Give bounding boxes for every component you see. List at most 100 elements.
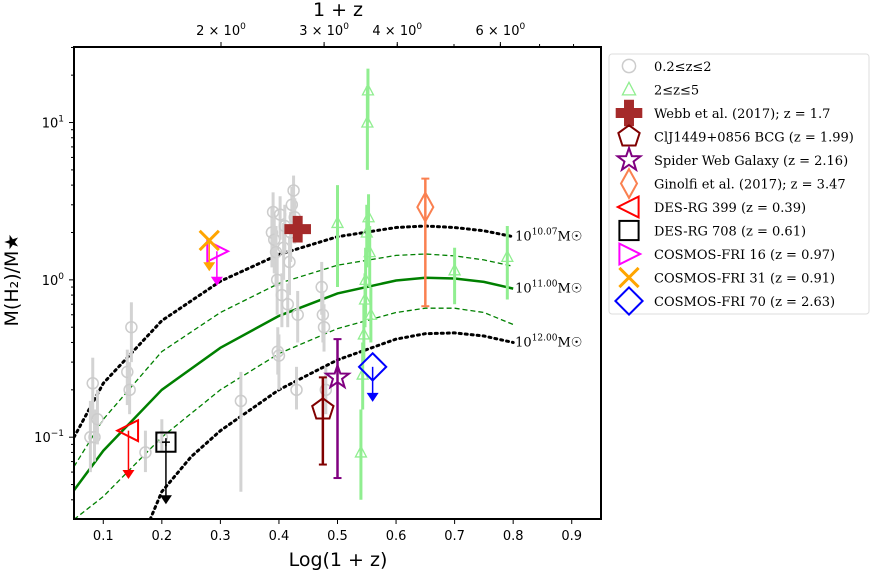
high-z-point <box>330 215 345 229</box>
legend-marker <box>618 266 640 289</box>
y-tick-label: 100 <box>42 272 65 289</box>
y-axis-title: M(H₂)/M★ <box>1 234 23 327</box>
model-curve-label-base: 10 <box>515 282 532 297</box>
legend-marker-shape <box>614 144 644 173</box>
special-source-point <box>323 362 352 390</box>
low-z-point-shape <box>290 383 303 397</box>
high-z-point <box>357 327 371 340</box>
special-source-point <box>198 229 220 252</box>
special-source-point-shape <box>357 351 388 382</box>
top-tick-label-base: 6 × 10 <box>476 24 520 39</box>
x-tick-label: 0.3 <box>210 529 231 544</box>
model-curve <box>74 276 514 491</box>
special-source-point-shape <box>206 239 231 264</box>
low-z-point <box>88 430 101 444</box>
low-z-point <box>291 308 304 322</box>
legend-marker <box>618 241 643 267</box>
high-z-point-shape <box>354 445 368 458</box>
low-z-point <box>287 184 300 197</box>
legend-marker-shape <box>621 58 637 74</box>
top-tick-label: 4 × 100 <box>372 22 422 39</box>
high-z-point <box>361 83 375 96</box>
top-tick-label: 2 × 100 <box>196 22 246 39</box>
top-tick-label-base: 3 × 10 <box>299 24 343 39</box>
low-z-point-shape <box>139 446 152 459</box>
special-source-point <box>357 351 388 382</box>
low-z-point-shape <box>285 198 299 212</box>
special-source-point-shape <box>198 229 220 252</box>
low-z-point <box>121 365 134 379</box>
low-z-point <box>234 394 248 408</box>
legend-marker-shape <box>621 80 637 96</box>
low-z-point <box>139 446 152 459</box>
model-curve-label: 1012.00M☉ <box>515 333 582 350</box>
x-tick-label: 0.7 <box>444 529 465 544</box>
low-z-point-shape <box>88 430 101 444</box>
low-z-point-shape <box>287 184 300 197</box>
model-curve-label-unit: M☉ <box>557 335 582 350</box>
special-source-point <box>206 239 231 264</box>
legend-label: 2≤z≤5 <box>654 84 699 99</box>
y-tick-label: 10−1 <box>34 429 64 446</box>
special-source-point <box>416 190 435 224</box>
legend-marker <box>613 285 645 317</box>
high-z-point-shape <box>361 209 376 223</box>
low-z-point-shape <box>317 320 331 334</box>
low-z-point-shape <box>319 383 333 397</box>
low-z-point <box>281 297 294 311</box>
legend-marker-shape <box>615 99 643 127</box>
top-tick-label: 6 × 100 <box>476 22 526 39</box>
model-curve <box>74 253 514 467</box>
special-source-point <box>284 215 311 243</box>
top-tick-label-sup: 0 <box>343 22 349 32</box>
legend-marker-shape <box>613 285 645 317</box>
high-z-point <box>500 249 514 263</box>
low-z-point <box>123 383 136 397</box>
high-z-point <box>361 209 376 223</box>
special-source-point-limit-arrow-head <box>159 495 172 505</box>
low-z-point-shape <box>125 320 138 334</box>
y-tick-label-base: 10 <box>42 274 59 289</box>
high-z-point <box>354 445 368 458</box>
low-z-point-shape <box>121 365 134 379</box>
low-z-point-shape <box>281 297 294 311</box>
x-tick-label: 0.1 <box>93 529 114 544</box>
y-tick-label: 101 <box>42 115 64 132</box>
legend-label: DES-RG 399 (z = 0.39) <box>654 201 806 216</box>
low-z-point <box>86 377 99 390</box>
model-curve-label: 1011.00M☉ <box>515 280 582 297</box>
low-z-point <box>290 383 303 397</box>
x-tick-label: 0.8 <box>503 529 524 544</box>
low-z-point-shape <box>91 413 104 426</box>
y-tick-label-sup: −1 <box>51 429 64 439</box>
special-source-point-limit-arrow-head <box>122 470 135 480</box>
model-curve-label-sup: 11.00 <box>532 280 558 290</box>
top-tick-label-sup: 0 <box>519 22 525 32</box>
legend-marker <box>621 58 637 74</box>
legend-marker <box>621 80 637 96</box>
legend-label: COSMOS-FRI 31 (z = 0.91) <box>654 272 835 287</box>
legend-marker-shape <box>615 194 640 220</box>
low-z-point <box>125 320 138 334</box>
high-z-point-shape <box>448 262 462 276</box>
legend-marker <box>619 167 639 200</box>
x-tick-label: 0.4 <box>269 529 290 544</box>
low-z-point <box>285 198 299 212</box>
high-z-point <box>364 307 378 320</box>
top-tick-label-base: 2 × 10 <box>196 24 240 39</box>
model-curve-label-base: 10 <box>515 335 532 350</box>
high-z-point-shape <box>364 307 378 320</box>
high-z-point-shape <box>500 249 514 263</box>
high-z-point <box>363 244 377 258</box>
legend-frame <box>608 53 870 315</box>
special-source-point-shape <box>323 362 352 390</box>
low-z-point-shape <box>234 394 248 408</box>
special-source-point-limit-arrow-head <box>203 262 216 272</box>
model-curve-label-sup: 10.07 <box>532 228 558 238</box>
special-source-point-shape <box>416 190 435 224</box>
legend-marker <box>615 194 640 220</box>
model-curve-label-unit: M☉ <box>557 230 582 245</box>
special-source-point-shape <box>284 215 311 243</box>
model-curve <box>148 331 515 519</box>
x-axis-title: Log(1 + z) <box>289 549 388 570</box>
